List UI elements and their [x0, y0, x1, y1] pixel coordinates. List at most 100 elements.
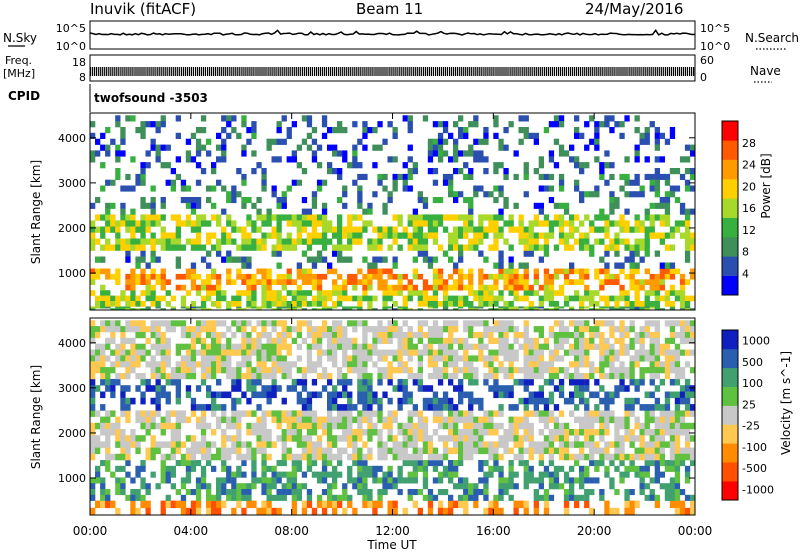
- heatmap-cell: [684, 244, 691, 251]
- frequency-bar: [188, 67, 190, 76]
- heatmap-cell: [624, 238, 630, 245]
- heatmap-cell: [382, 306, 388, 309]
- heatmap-cell: [281, 441, 287, 448]
- heatmap-cell: [301, 295, 308, 302]
- heatmap-cell: [367, 244, 373, 251]
- heatmap-cell: [599, 367, 605, 374]
- heatmap-cell: [226, 337, 232, 344]
- heatmap-cell: [508, 471, 514, 478]
- heatmap-cell: [327, 453, 333, 461]
- heatmap-cell: [321, 332, 328, 339]
- heatmap-cell: [311, 138, 318, 145]
- heatmap-cell: [493, 115, 499, 122]
- heatmap-cell: [256, 416, 262, 424]
- heatmap-cell: [397, 447, 403, 455]
- heatmap-cell: [498, 232, 504, 239]
- heatmap-cell: [518, 279, 524, 285]
- heatmap-cell: [412, 226, 418, 233]
- heatmap-cell: [261, 507, 267, 516]
- heatmap-cell: [589, 220, 595, 227]
- heatmap-cell: [266, 284, 272, 291]
- heatmap-cell: [422, 290, 429, 296]
- heatmap-cell: [463, 367, 469, 374]
- heatmap-cell: [483, 429, 489, 436]
- heatmap-cell: [140, 343, 146, 350]
- frequency-bar: [662, 67, 664, 76]
- heatmap-cell: [90, 308, 96, 311]
- heatmap-cell: [276, 308, 282, 311]
- heatmap-cell: [407, 284, 413, 291]
- heatmap-cell: [185, 156, 192, 163]
- heatmap-cell: [563, 337, 570, 344]
- heatmap-cell: [327, 332, 333, 339]
- heatmap-cell: [690, 460, 696, 467]
- heatmap-cell: [332, 397, 338, 405]
- heatmap-cell: [231, 378, 237, 386]
- heatmap-cell: [90, 494, 96, 501]
- heatmap-cell: [523, 268, 529, 275]
- heatmap-cell: [362, 173, 368, 180]
- heatmap-cell: [407, 349, 413, 356]
- heatmap-cell: [190, 447, 197, 455]
- heatmap-cell: [427, 332, 434, 339]
- heatmap-cell: [569, 343, 575, 350]
- heatmap-cell: [261, 238, 267, 245]
- heatmap-cell: [105, 244, 111, 251]
- heatmap-cell: [690, 507, 696, 516]
- heatmap-cell: [392, 173, 398, 180]
- heatmap-cell: [679, 460, 686, 467]
- heatmap-cell: [674, 349, 681, 356]
- heatmap-cell: [327, 290, 333, 296]
- heatmap-cell: [90, 397, 96, 405]
- heatmap-cell: [327, 262, 333, 269]
- heatmap-cell: [654, 453, 660, 461]
- heatmap-cell: [427, 489, 434, 496]
- heatmap-cell: [357, 349, 363, 356]
- heatmap-cell: [412, 500, 418, 509]
- heatmap-cell: [120, 244, 126, 251]
- heatmap-cell: [241, 197, 247, 204]
- heatmap-cell: [291, 489, 297, 496]
- heatmap-cell: [165, 355, 171, 362]
- heatmap-cell: [543, 410, 550, 417]
- heatmap-cell: [301, 214, 308, 221]
- heatmap-cell: [644, 367, 650, 374]
- heatmap-cell: [432, 460, 439, 467]
- heatmap-cell: [412, 168, 418, 175]
- heatmap-cell: [523, 447, 529, 455]
- heatmap-cell: [659, 308, 665, 311]
- heatmap-cell: [221, 343, 227, 350]
- heatmap-cell: [553, 214, 560, 221]
- heatmap-cell: [402, 367, 408, 374]
- heatmap-cell: [488, 290, 494, 296]
- heatmap-cell: [296, 416, 302, 424]
- heatmap-cell: [584, 453, 590, 461]
- heatmap-cell: [241, 361, 247, 368]
- heatmap-cell: [543, 295, 550, 302]
- heatmap-cell: [634, 226, 640, 233]
- heatmap-cell: [579, 220, 585, 227]
- heatmap-cell: [493, 162, 499, 169]
- heatmap-cell: [624, 494, 630, 501]
- heatmap-cell: [417, 326, 423, 333]
- heatmap-cell: [291, 361, 297, 368]
- heatmap-cell: [448, 361, 454, 368]
- heatmap-cell: [221, 185, 227, 192]
- heatmap-cell: [453, 355, 459, 362]
- frequency-bar: [124, 67, 126, 76]
- frequency-bar: [247, 67, 249, 76]
- heatmap-cell: [125, 355, 131, 362]
- heatmap-cell: [548, 373, 555, 380]
- heatmap-cell: [538, 295, 544, 302]
- heatmap-cell: [442, 404, 449, 411]
- heatmap-cell: [599, 361, 605, 368]
- frequency-bar: [269, 67, 271, 76]
- heatmap-cell: [579, 361, 585, 368]
- heatmap-cell: [241, 308, 247, 311]
- heatmap-cell: [241, 202, 247, 209]
- heatmap-cell: [175, 214, 181, 221]
- heatmap-cell: [528, 429, 534, 436]
- heatmap-cell: [422, 477, 429, 484]
- frequency-bar: [436, 67, 439, 76]
- heatmap-cell: [286, 349, 292, 356]
